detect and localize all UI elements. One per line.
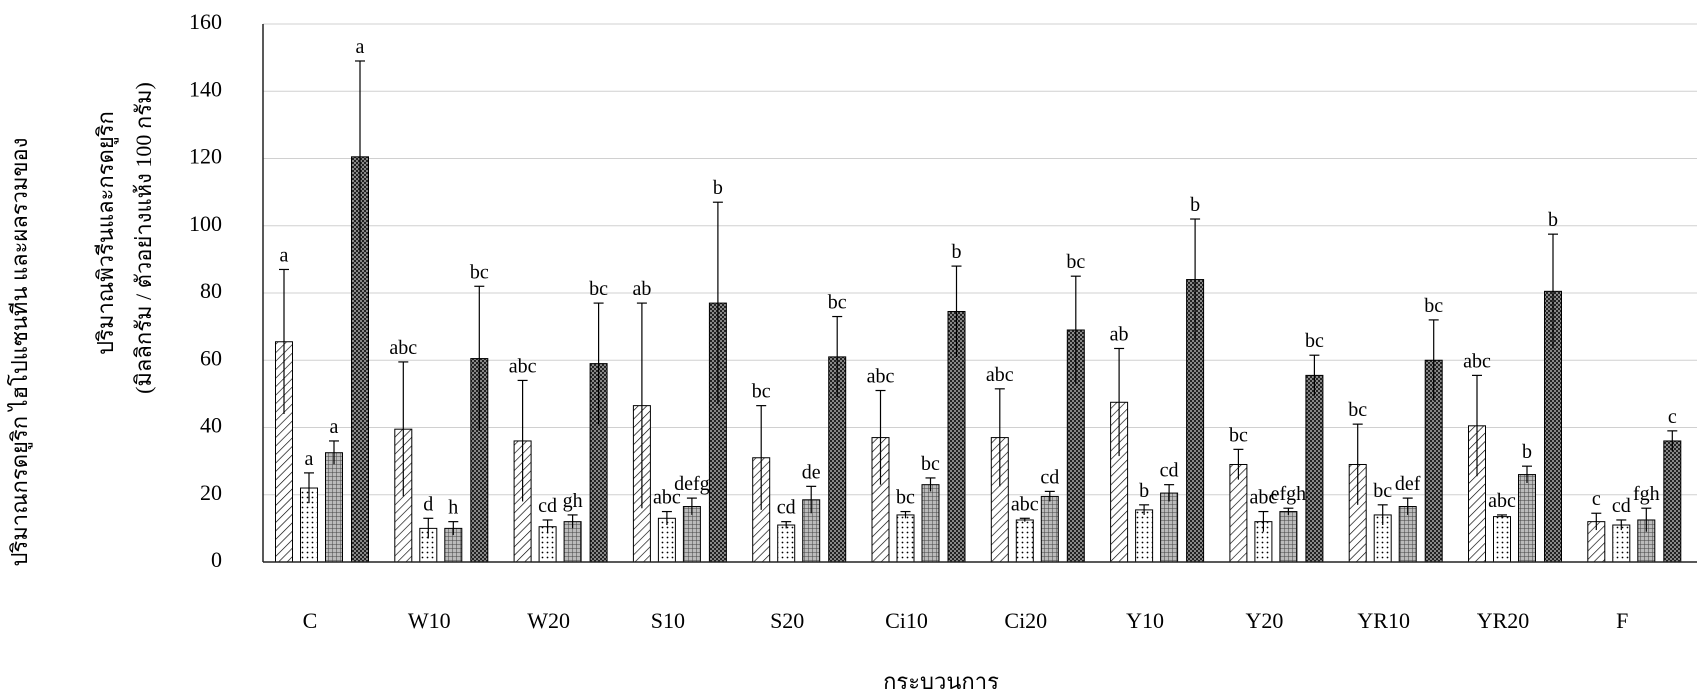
bar	[897, 515, 914, 562]
x-tick-label: Ci10	[885, 608, 928, 633]
x-tick-label: W20	[527, 608, 570, 633]
significance-letter: defg	[674, 473, 710, 495]
bar	[1519, 475, 1536, 562]
significance-letter: def	[1395, 473, 1421, 495]
significance-letter: cd	[1612, 495, 1631, 517]
significance-letter: ab	[632, 278, 651, 300]
significance-letter: bc	[828, 292, 847, 314]
bar	[1280, 512, 1297, 562]
x-tick-label: YR10	[1357, 608, 1410, 633]
y-axis-title: (มิลลิกรัม / ตัวอย่างแห้ง 100 กรัม)	[131, 82, 156, 394]
significance-letter: b	[1522, 441, 1532, 463]
y-axis-title: ปริมาณกรดยูริก ไฮโปแซนทีน และผลรวมของ	[7, 138, 33, 567]
significance-letter: a	[356, 36, 365, 58]
x-tick-label: C	[303, 608, 318, 633]
significance-letter: a	[280, 244, 289, 266]
x-tick-label: S20	[770, 608, 804, 633]
significance-letter: cd	[1040, 466, 1059, 488]
significance-letter: bc	[921, 453, 940, 475]
significance-letter: bc	[470, 261, 489, 283]
bar	[1161, 493, 1178, 562]
chart: ปริมาณกรดยูริก ไฮโปแซนทีน และผลรวมของ ปร…	[0, 0, 1697, 700]
significance-letter: h	[448, 497, 458, 519]
significance-letter: ab	[1110, 323, 1129, 345]
significance-letter: b	[713, 177, 723, 199]
significance-letter: abc	[1011, 493, 1039, 515]
significance-letter: cd	[1160, 460, 1179, 482]
y-tick-label: 140	[189, 76, 222, 101]
significance-letter: bc	[1229, 424, 1248, 446]
x-tick-label: F	[1616, 608, 1628, 633]
x-tick-label: Y20	[1245, 608, 1283, 633]
significance-letter: bc	[1424, 295, 1443, 317]
significance-letter: b	[1139, 480, 1149, 502]
significance-letter: cd	[538, 495, 557, 517]
significance-letter: de	[802, 461, 821, 483]
significance-letter: abc	[1488, 490, 1516, 512]
bar	[922, 485, 939, 562]
y-tick-label: 40	[200, 413, 222, 438]
significance-letter: c	[1668, 406, 1677, 428]
significance-letter: abc	[986, 364, 1014, 386]
significance-letter: abc	[509, 355, 537, 377]
y-axis-title: ปริมาณพิวรีนและกรดยูริก	[93, 111, 119, 355]
significance-letter: bc	[1348, 399, 1367, 421]
significance-letter: b	[1548, 209, 1558, 231]
y-tick-label: 20	[200, 480, 222, 505]
y-tick-label: 100	[189, 211, 222, 236]
significance-letter: b	[952, 241, 962, 263]
x-tick-label: Ci20	[1004, 608, 1047, 633]
y-tick-label: 60	[200, 345, 222, 370]
y-tick-label: 120	[189, 144, 222, 169]
significance-letter: bc	[1066, 251, 1085, 273]
significance-letter: bc	[896, 487, 915, 509]
bar	[326, 453, 343, 562]
y-tick-label: 160	[189, 9, 222, 34]
bar	[1613, 525, 1630, 562]
page: {"chart_data":{"type":"bar", "y_label":[…	[0, 0, 1697, 700]
bar	[1494, 517, 1511, 562]
significance-letter: bc	[589, 278, 608, 300]
x-tick-label: W10	[408, 608, 451, 633]
significance-letter: a	[330, 416, 339, 438]
significance-letter: gh	[563, 490, 583, 512]
significance-letter: abc	[867, 366, 895, 388]
significance-letter: b	[1190, 194, 1200, 216]
significance-letter: bc	[1305, 330, 1324, 352]
y-tick-label: 80	[200, 278, 222, 303]
x-axis-title: กระบวนการ	[883, 669, 999, 694]
y-tick-label: 0	[211, 547, 222, 572]
significance-letter: abc	[389, 337, 417, 359]
significance-letter: abc	[1463, 350, 1491, 372]
x-tick-label: YR20	[1477, 608, 1530, 633]
bar	[1041, 496, 1058, 562]
bar	[778, 525, 795, 562]
significance-letter: bc	[752, 381, 771, 403]
significance-letter: d	[423, 493, 433, 515]
bar	[1306, 375, 1323, 562]
significance-letter: fgh	[1633, 483, 1660, 505]
significance-letter: a	[305, 448, 314, 470]
significance-letter: c	[1592, 488, 1601, 510]
bar	[1016, 520, 1033, 562]
x-tick-label: S10	[651, 608, 685, 633]
bar	[1664, 441, 1681, 562]
x-tick-label: Y10	[1126, 608, 1164, 633]
significance-letter: bc	[1373, 480, 1392, 502]
significance-letter: cd	[777, 497, 796, 519]
significance-letter: efgh	[1271, 483, 1307, 505]
bar	[1136, 510, 1153, 562]
